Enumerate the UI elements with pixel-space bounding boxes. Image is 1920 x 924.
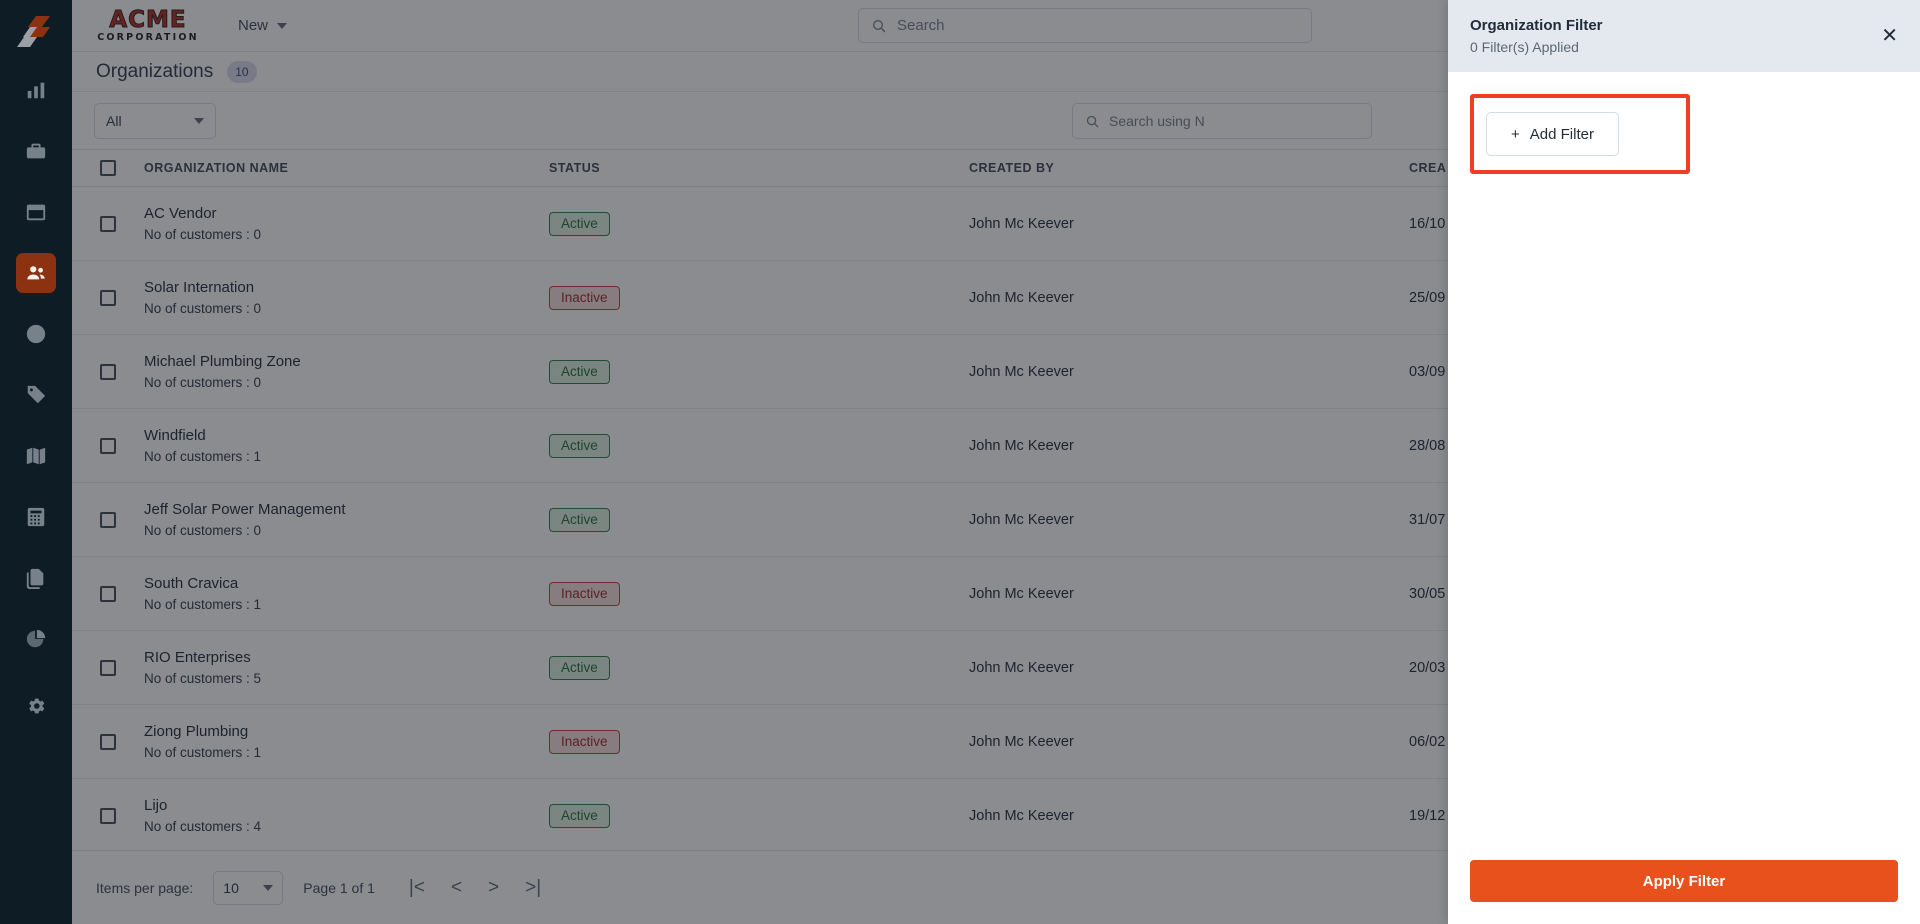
filter-panel-subtitle: 0 Filter(s) Applied <box>1470 39 1579 55</box>
app-logo[interactable] <box>14 8 58 52</box>
close-icon[interactable]: ✕ <box>1881 25 1898 47</box>
sidebar-item-jobs[interactable] <box>16 131 56 171</box>
gear-icon <box>29 698 45 714</box>
left-nav-rail <box>0 0 72 924</box>
sidebar-item-settings[interactable] <box>16 686 56 726</box>
pie-chart-icon <box>26 629 46 648</box>
sidebar-item-reports[interactable] <box>16 619 56 659</box>
calculator-icon <box>27 507 45 527</box>
bar-chart-icon <box>27 82 45 99</box>
sidebar-item-pricing[interactable] <box>16 375 56 415</box>
filter-panel-header: Organization Filter 0 Filter(s) Applied … <box>1448 0 1920 72</box>
apply-filter-button[interactable]: Apply Filter <box>1470 860 1898 902</box>
add-filter-button[interactable]: + Add Filter <box>1486 112 1619 156</box>
filter-panel-title: Organization Filter <box>1470 17 1603 34</box>
sidebar-item-estimates[interactable] <box>16 497 56 537</box>
filter-panel-body: + Add Filter <box>1448 72 1920 860</box>
documents-icon <box>26 568 44 589</box>
clock-icon <box>26 324 46 344</box>
organization-filter-panel: Organization Filter 0 Filter(s) Applied … <box>1448 0 1920 924</box>
calendar-icon <box>26 204 46 221</box>
rail-item-list <box>16 70 56 747</box>
filter-panel-heading-group: Organization Filter 0 Filter(s) Applied <box>1470 17 1603 55</box>
sidebar-item-timesheets[interactable] <box>16 314 56 354</box>
briefcase-icon <box>26 143 46 159</box>
people-icon <box>27 266 45 280</box>
sidebar-item-schedule[interactable] <box>16 192 56 232</box>
sidebar-item-organizations[interactable] <box>16 253 56 293</box>
map-icon <box>26 447 46 465</box>
sidebar-item-analytics[interactable] <box>16 70 56 110</box>
filter-panel-footer: Apply Filter <box>1448 860 1920 924</box>
sidebar-item-map[interactable] <box>16 436 56 476</box>
add-filter-highlight: + Add Filter <box>1470 94 1690 174</box>
modal-backdrop[interactable] <box>72 0 1448 924</box>
add-filter-label: Add Filter <box>1529 125 1594 143</box>
tag-icon <box>27 385 46 404</box>
sidebar-item-documents[interactable] <box>16 558 56 598</box>
plus-icon: + <box>1511 125 1520 143</box>
